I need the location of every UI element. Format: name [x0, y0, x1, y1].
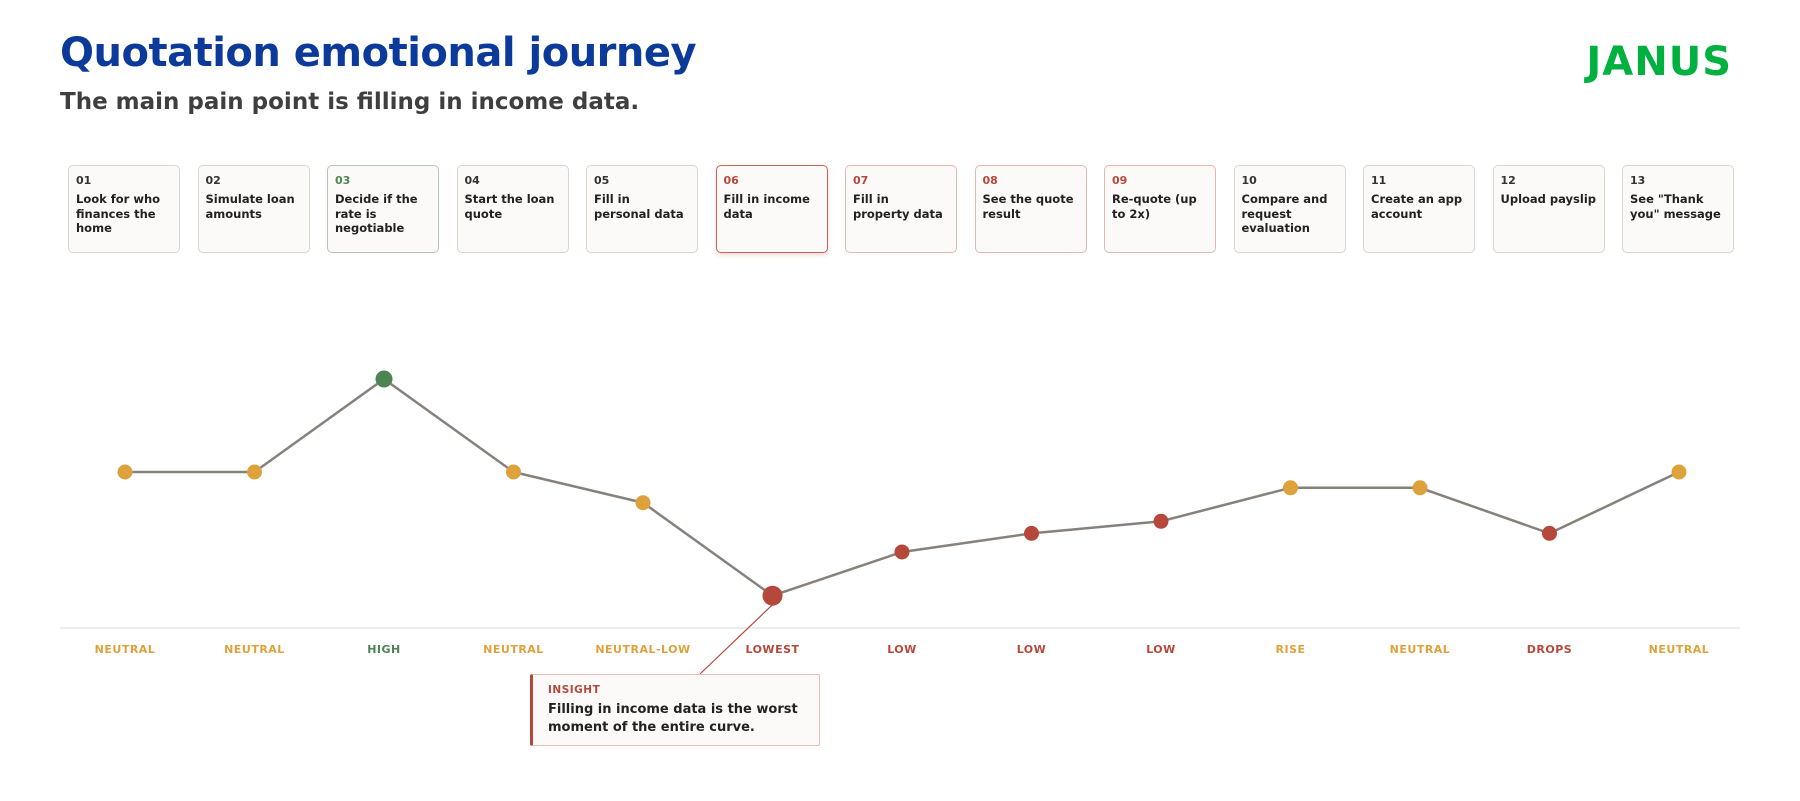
step-label: Fill in income data: [723, 192, 810, 221]
data-point: [1283, 480, 1298, 496]
state-label: LOW: [887, 643, 917, 656]
step-number: 13: [1630, 174, 1646, 187]
step-card: 05 Fill in personal data: [586, 165, 698, 253]
step-number: 11: [1371, 174, 1387, 187]
step-number: 05: [594, 174, 610, 187]
step-label: Upload payslip: [1500, 192, 1597, 207]
step-label: Start the loan quote: [464, 192, 555, 221]
state-label: LOW: [1146, 643, 1176, 656]
step-card: 09 Re-quote (up to 2x): [1104, 165, 1216, 253]
step-number: 12: [1500, 174, 1516, 187]
step-label: Simulate loan amounts: [205, 192, 295, 221]
step-number: 03: [335, 174, 351, 187]
step-label: Look for who finances the home: [76, 192, 161, 235]
state-label: HIGH: [367, 643, 401, 656]
step-label: See the quote result: [982, 192, 1074, 221]
state-label: NEUTRAL: [1649, 643, 1710, 656]
step-card: 02 Simulate loan amounts: [197, 165, 310, 253]
step-number: 08: [982, 174, 998, 187]
step-label: See "Thank you" message: [1630, 192, 1721, 221]
step-number: 04: [464, 174, 480, 187]
state-label: NEUTRAL: [95, 643, 156, 656]
step-label: Decide if the rate is negotiable: [335, 192, 418, 235]
data-point: [247, 464, 262, 480]
state-label: NEUTRAL: [1390, 643, 1451, 656]
step-card: 03 Decide if the rate is negotiable: [327, 165, 439, 253]
step-number: 06: [723, 174, 739, 187]
emotion-series-line: [125, 377, 1680, 597]
state-label: NEUTRAL: [224, 643, 285, 656]
data-point: [375, 370, 393, 388]
step-card: 08 See the quote result: [974, 165, 1087, 253]
state-label: LOW: [1017, 643, 1047, 656]
state-label: DROPS: [1527, 643, 1572, 656]
step-card: 04 Start the loan quote: [456, 165, 569, 253]
data-point: [762, 585, 783, 606]
step-label: Re-quote (up to 2x): [1112, 192, 1197, 221]
step-number: 10: [1241, 174, 1257, 187]
step-number: 01: [76, 174, 92, 187]
step-card: 13 See "Thank you" message: [1622, 165, 1734, 253]
step-card: 07 Fill in property data: [845, 165, 957, 253]
brand-logo: JANUS: [1586, 39, 1732, 85]
state-label: NEUTRAL-LOW: [595, 643, 690, 656]
insight-text: Filling in income data is the worst mome…: [548, 702, 798, 735]
step-label: Fill in personal data: [594, 192, 684, 221]
state-label: RISE: [1276, 643, 1306, 656]
data-point: [506, 464, 521, 480]
step-card: 06 Fill in income data: [715, 165, 828, 253]
insight-title: INSIGHT: [548, 684, 601, 696]
step-label: Create an app account: [1371, 192, 1463, 221]
step-number: 07: [853, 174, 869, 187]
step-card: 01 Look for who finances the home: [68, 165, 180, 253]
data-point: [894, 544, 910, 560]
insight-connector: [699, 604, 773, 675]
step-card: 10 Compare and request evaluation: [1233, 165, 1346, 253]
step-label: Compare and request evaluation: [1241, 192, 1328, 235]
page-subtitle: The main pain point is filling in income…: [60, 89, 640, 115]
data-point: [1671, 464, 1687, 480]
data-point: [1024, 525, 1039, 541]
page-title: Quotation emotional journey: [60, 30, 697, 76]
state-label: NEUTRAL: [483, 643, 544, 656]
step-label: Fill in property data: [853, 192, 943, 221]
data-point: [117, 464, 133, 480]
state-label: LOWEST: [745, 643, 799, 656]
data-point: [1542, 525, 1557, 541]
step-number: 02: [205, 174, 221, 187]
step-number: 09: [1112, 174, 1128, 187]
data-point: [635, 495, 651, 511]
step-card: 12 Upload payslip: [1492, 165, 1605, 253]
insight-callout: INSIGHT Filling in income data is the wo…: [530, 674, 820, 746]
data-point: [1412, 480, 1428, 496]
step-card: 11 Create an app account: [1363, 165, 1475, 253]
data-point: [1153, 513, 1169, 529]
